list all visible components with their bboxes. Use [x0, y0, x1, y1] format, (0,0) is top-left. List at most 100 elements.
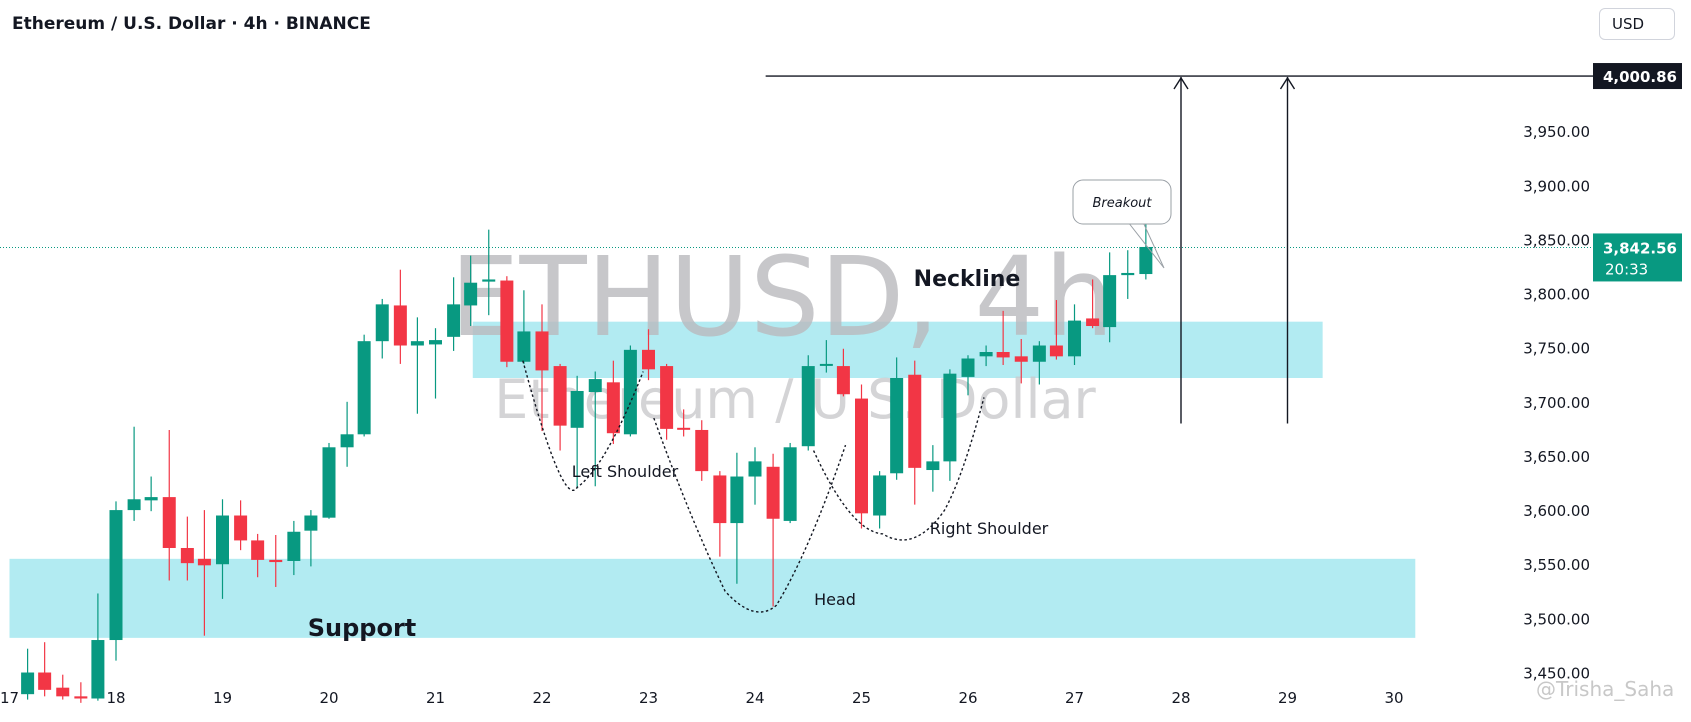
- candle-body: [1068, 320, 1081, 357]
- candle: [926, 445, 940, 492]
- candle-body: [197, 558, 211, 566]
- candle: [1068, 304, 1081, 365]
- candle: [500, 276, 514, 368]
- candle-body: [1086, 318, 1100, 327]
- candle-body: [623, 349, 637, 435]
- candle-body: [1121, 272, 1135, 276]
- candle-body: [1014, 356, 1028, 362]
- y-tick-label: 3,800.00: [1523, 286, 1590, 304]
- candle: [748, 447, 762, 505]
- candle-body: [517, 331, 531, 362]
- candle-body: [304, 515, 318, 531]
- candle-body: [801, 366, 815, 447]
- currency-button[interactable]: USD: [1599, 8, 1675, 40]
- candle-body: [429, 340, 442, 345]
- candle-body: [340, 434, 354, 448]
- candle: [357, 334, 371, 437]
- candle: [38, 642, 52, 697]
- x-tick-label: 18: [106, 689, 125, 707]
- candle-body: [588, 379, 602, 393]
- candle: [74, 682, 88, 703]
- x-tick-label: 23: [639, 689, 658, 707]
- candle: [943, 369, 957, 481]
- watermark-symbol: ETHUSD, 4h: [450, 233, 1114, 361]
- candle-body: [162, 497, 176, 548]
- candle: [216, 499, 229, 599]
- x-tick-label: 17: [0, 689, 19, 707]
- candle: [340, 401, 354, 467]
- candle-body: [979, 352, 993, 357]
- candle-body: [660, 366, 674, 429]
- candle: [1014, 339, 1028, 384]
- arrows-layer: [1173, 76, 1296, 424]
- candle: [606, 360, 620, 445]
- candle-body: [357, 341, 371, 435]
- candle-body: [180, 547, 194, 564]
- candle-body: [535, 331, 549, 371]
- candle-body: [74, 696, 88, 699]
- candle-body: [38, 672, 52, 690]
- x-tick-label: 25: [852, 689, 871, 707]
- y-tick-label: 3,650.00: [1523, 448, 1590, 466]
- breakout-label: Breakout: [1092, 196, 1152, 211]
- candle: [375, 298, 389, 359]
- candle-body: [819, 363, 833, 366]
- countdown-label: 20:33: [1605, 260, 1648, 278]
- candle-body: [873, 475, 887, 516]
- candle: [570, 375, 584, 489]
- watermark-layer: ETHUSD, 4h Ethereum / U.S. Dollar: [450, 233, 1114, 431]
- candle: [1103, 252, 1117, 343]
- support-label: Support: [308, 614, 417, 642]
- candle-body: [216, 515, 229, 565]
- candle-body: [730, 476, 744, 524]
- candle-body: [1032, 345, 1046, 362]
- candle: [660, 363, 674, 440]
- candle-body: [553, 366, 567, 426]
- candle-body: [1049, 345, 1063, 357]
- candle-body: [766, 466, 780, 519]
- candle-body: [56, 687, 70, 697]
- x-tick-label: 22: [532, 689, 551, 707]
- candle-body: [996, 352, 1010, 358]
- candle-body: [447, 304, 461, 337]
- candle: [766, 453, 780, 607]
- candle-body: [500, 280, 514, 362]
- target-arrow: [1173, 76, 1189, 424]
- candle: [996, 310, 1010, 365]
- candle: [908, 360, 922, 505]
- candle-body: [748, 461, 762, 477]
- candle-body: [570, 390, 584, 428]
- y-tick-label: 3,900.00: [1523, 177, 1590, 195]
- candle: [56, 674, 70, 700]
- candle-body: [836, 366, 850, 395]
- right-shoulder-curve: [812, 397, 985, 541]
- left-shoulder-label: Left Shoulder: [572, 462, 679, 481]
- candle: [322, 442, 336, 519]
- x-tick-label: 20: [319, 689, 338, 707]
- candle: [1049, 300, 1063, 360]
- candle-body: [961, 358, 975, 377]
- candle: [180, 516, 194, 581]
- candle-body: [1103, 275, 1117, 328]
- candle: [801, 355, 815, 451]
- candle: [127, 426, 141, 521]
- target-arrow: [1279, 76, 1296, 424]
- candle: [144, 476, 158, 512]
- candle: [836, 348, 850, 397]
- candle: [269, 534, 283, 587]
- candle-body: [695, 429, 709, 472]
- candle: [979, 345, 993, 367]
- candle-body: [890, 377, 904, 474]
- arrow-head: [1279, 76, 1296, 90]
- y-tick-label: 3,750.00: [1523, 340, 1590, 358]
- breakout-callout: [1072, 179, 1172, 225]
- candle-body: [855, 398, 868, 514]
- candle: [642, 329, 655, 381]
- y-tick-label: 3,850.00: [1523, 231, 1590, 249]
- right-shoulder-label: Right Shoulder: [930, 519, 1049, 538]
- candle-body: [21, 672, 35, 695]
- candle: [535, 304, 549, 432]
- candle: [1086, 279, 1100, 329]
